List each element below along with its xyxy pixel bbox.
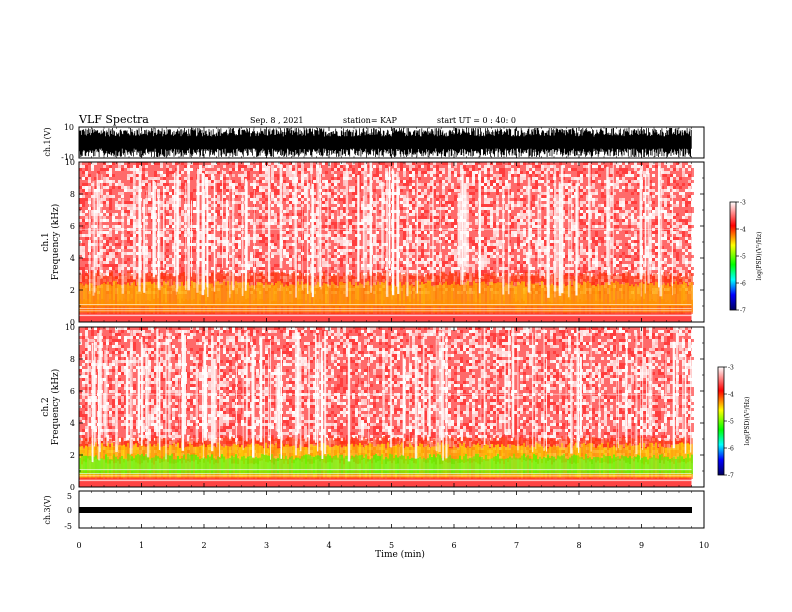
ch3-wave-tick-top: 5	[67, 492, 72, 501]
date-label: Sep. 8 , 2021	[250, 116, 304, 125]
time-axis-label: Time (min)	[375, 549, 425, 560]
ch1-wave-tick-bottom: -10	[61, 153, 74, 162]
ch3-wave-ylabel: ch.3(V)	[43, 495, 52, 524]
ch2-spectrogram-image	[79, 327, 694, 487]
colorbar-tick-label: -6	[728, 446, 734, 453]
ch1-spec-ylabel-bottom: Frequency (kHz)	[50, 204, 61, 281]
colorbar-tick-label: -5	[728, 419, 734, 426]
ch3-wave-tick-mid: 0	[67, 506, 72, 515]
freq-tick-label: 8	[70, 355, 75, 364]
ch1-spectrogram-image	[79, 162, 694, 322]
freq-tick-label: 10	[65, 323, 75, 332]
ch2-spec-ylabel-top: ch.2	[41, 397, 51, 416]
freq-tick-label: 10	[65, 158, 75, 167]
time-tick-label: 7	[514, 541, 519, 550]
colorbar-tick-label: -7	[728, 473, 734, 480]
ch1-colorbar-label: log(PSD)(V²/Hz)	[756, 232, 763, 281]
colorbar-tick-label: -3	[740, 200, 746, 207]
time-tick-label: 0	[76, 541, 81, 550]
ch1-colorbar: -3 -4 -5 -6 -7 log(PSD)(V²/Hz)	[729, 200, 763, 315]
time-tick-label: 1	[139, 541, 144, 550]
figure-title: VLF Spectra	[78, 113, 149, 126]
colorbar-tick-label: -4	[740, 227, 746, 234]
ch3-wave-tick-bottom: -5	[64, 522, 72, 531]
time-tick-label: 8	[576, 541, 581, 550]
ch2-spectrogram-yticks: 0 2 4 6 8 10	[65, 323, 704, 492]
time-tick-label: 10	[699, 541, 709, 550]
time-axis: 0 1 2 3 4 5 6 7 8 9 10	[76, 127, 709, 550]
time-tick-label: 2	[201, 541, 206, 550]
freq-tick-label: 6	[70, 222, 75, 231]
freq-tick-label: 4	[70, 419, 75, 428]
ch1-spectrogram-yticks: 0 2 4 6 8 10	[65, 158, 704, 327]
ch2-colorbar: -3 -4 -5 -6 -7 log(PSD)(V²/Hz)	[717, 365, 751, 480]
colorbar-tick-label: -6	[740, 281, 746, 288]
colorbar-tick-label: -5	[740, 254, 746, 261]
ch1-waveform-trace	[79, 128, 692, 157]
freq-tick-label: 2	[70, 451, 75, 460]
ch1-colorbar-ticks: -3 -4 -5 -6 -7	[736, 200, 746, 315]
freq-tick-label: 0	[70, 318, 75, 327]
station-label: station= KAP	[343, 116, 398, 125]
ch2-colorbar-ticks: -3 -4 -5 -6 -7	[724, 365, 734, 480]
time-tick-label: 5	[389, 541, 394, 550]
colorbar-tick-label: -4	[728, 392, 734, 399]
ch1-waveform-panel: 10 -10 ch.1(V)	[43, 123, 705, 162]
ch1-spectrogram-panel: 0 2 4 6 8 10 ch.1 Frequency (kHz)	[41, 158, 705, 327]
ch2-spectrogram-panel: 0 2 4 6 8 10 ch.2 Frequency (kHz)	[41, 323, 705, 492]
ch3-waveform-trace	[79, 507, 692, 513]
ch1-spec-ylabel-top: ch.1	[41, 232, 51, 251]
freq-tick-label: 0	[70, 483, 75, 492]
freq-tick-label: 6	[70, 387, 75, 396]
freq-tick-label: 2	[70, 286, 75, 295]
time-tick-label: 9	[639, 541, 644, 550]
freq-tick-label: 8	[70, 190, 75, 199]
ch3-waveform-panel: 5 0 -5 ch.3(V)	[43, 490, 705, 531]
start-time-label: start UT = 0 : 40: 0	[437, 116, 516, 125]
time-tick-label: 4	[326, 541, 331, 550]
ch1-wave-tick-top: 10	[64, 123, 74, 132]
colorbar-tick-label: -3	[728, 365, 734, 372]
colorbar-tick-label: -7	[740, 308, 746, 315]
ch2-spec-ylabel-bottom: Frequency (kHz)	[50, 369, 61, 446]
freq-tick-label: 4	[70, 254, 75, 263]
ch1-waveform-path	[79, 128, 692, 157]
ch2-colorbar-label: log(PSD)(V²/Hz)	[744, 397, 751, 446]
time-tick-label: 6	[451, 541, 456, 550]
ch1-wave-ylabel: ch.1(V)	[43, 127, 52, 156]
time-tick-label: 3	[264, 541, 269, 550]
